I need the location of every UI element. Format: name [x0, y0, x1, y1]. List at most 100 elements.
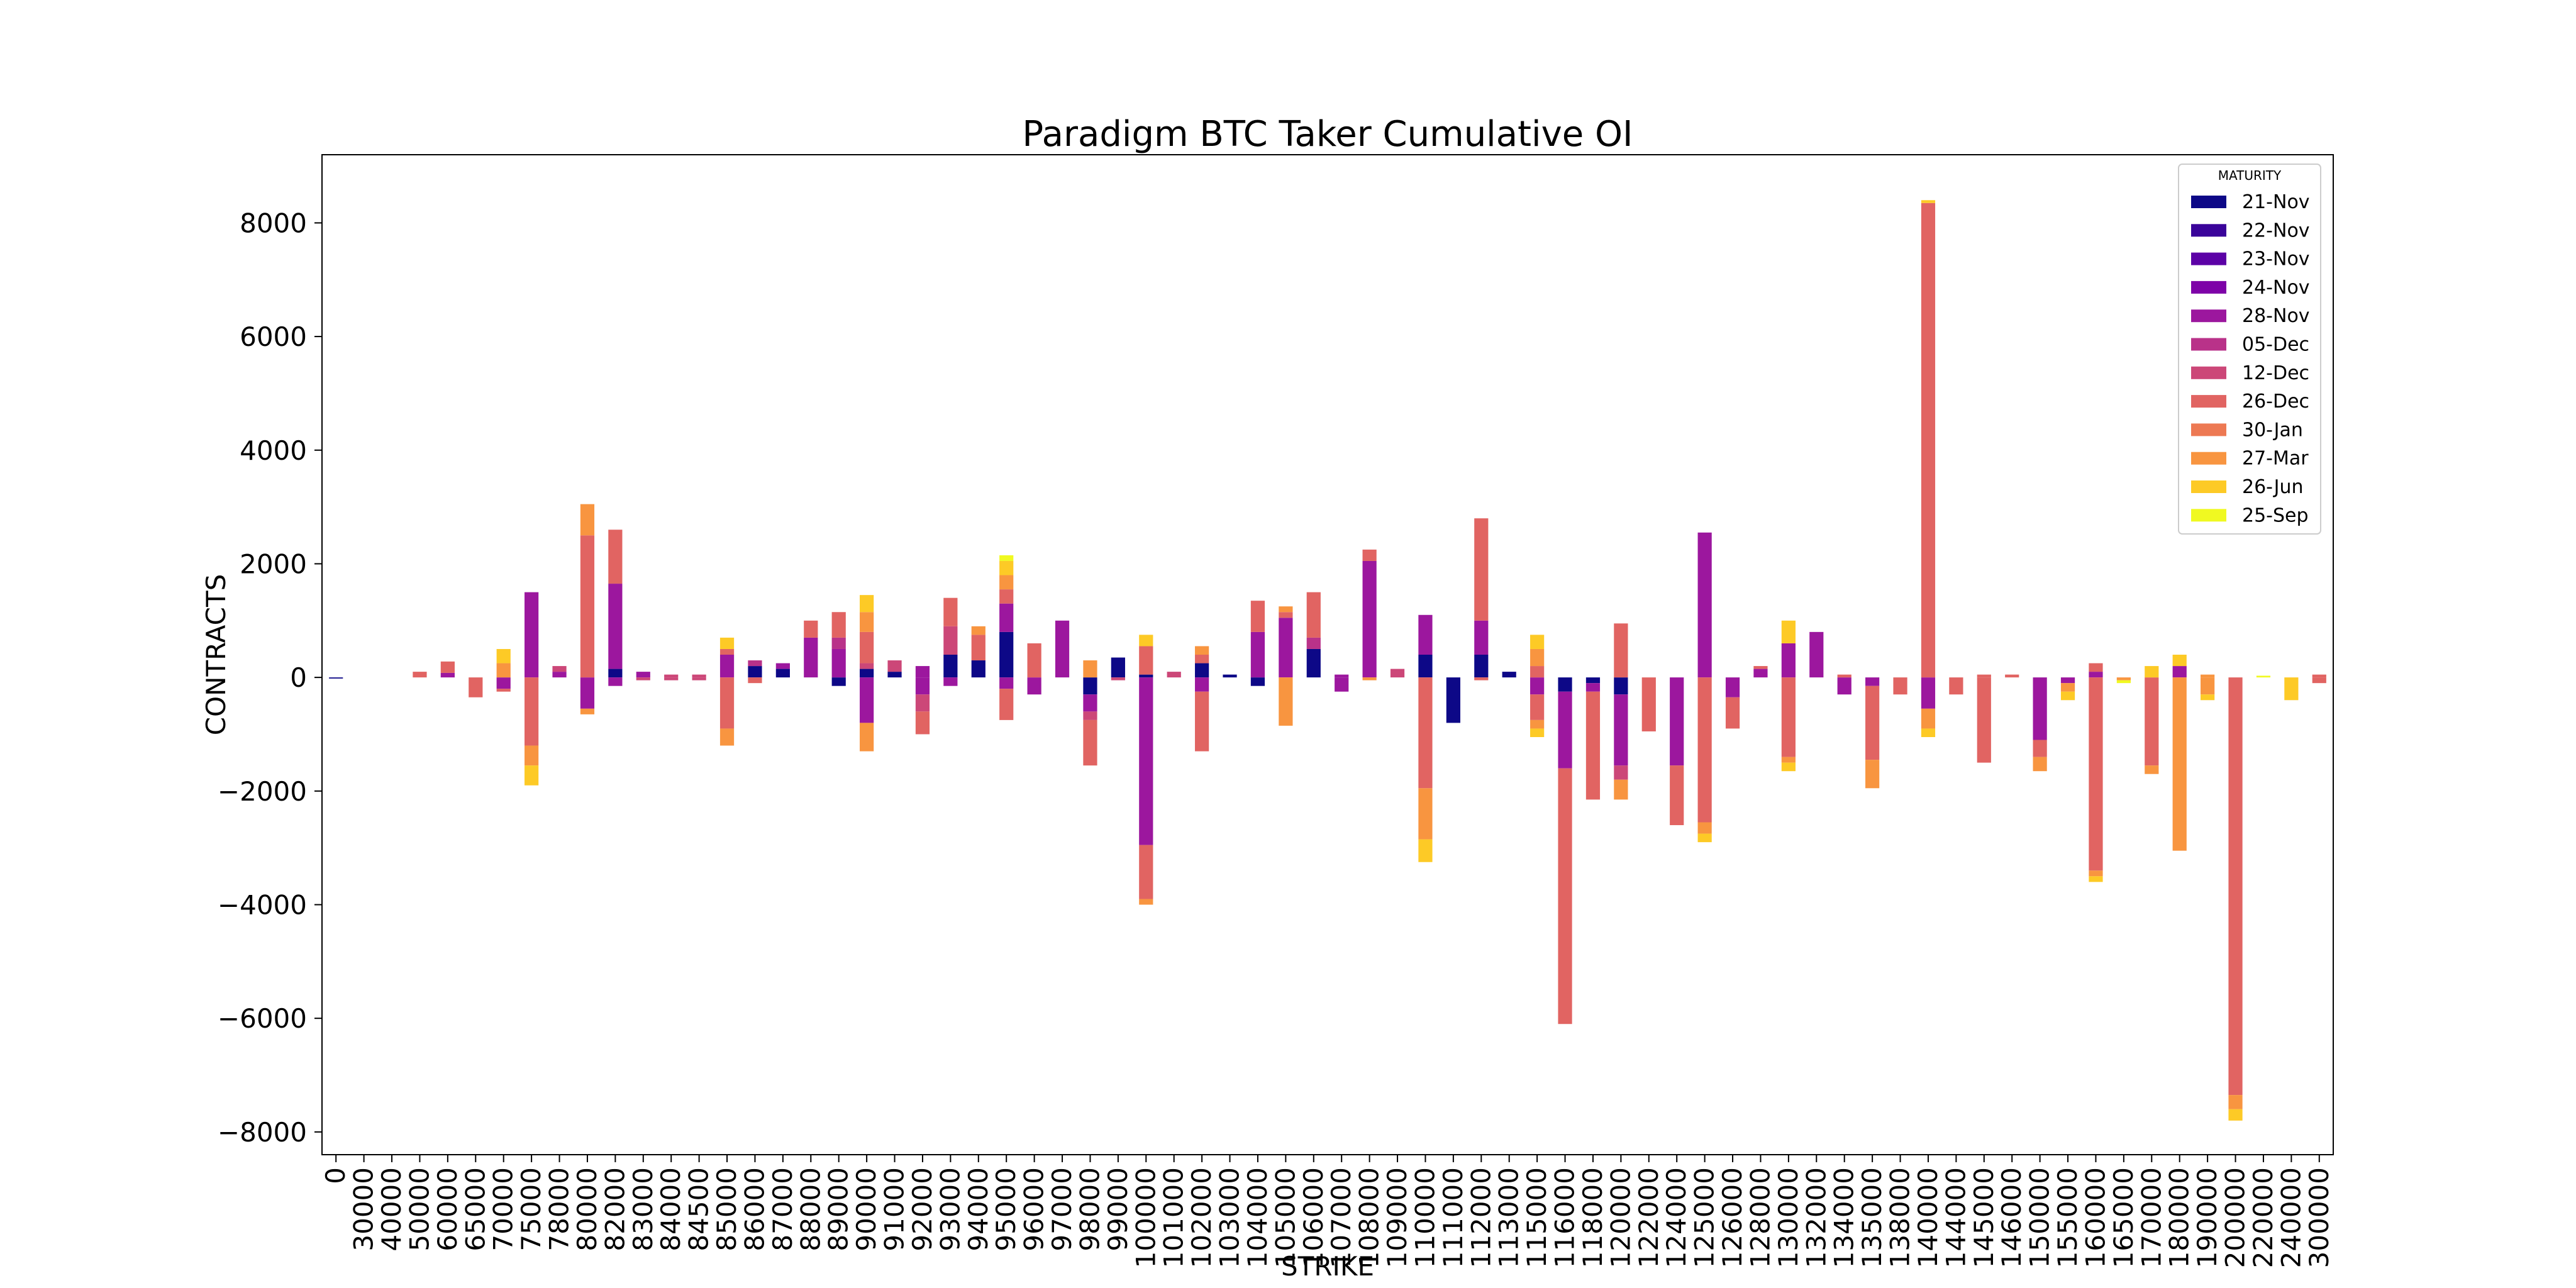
bar-segment-220000-25-Sep [2256, 675, 2271, 678]
bar-segment-101000-12-Dec [1167, 672, 1181, 678]
x-tick-label: 200000 [2220, 1167, 2251, 1268]
bar-segment-155000-28-Nov [2060, 677, 2075, 684]
bar-segment-107000-28-Nov [1335, 674, 1349, 678]
bar-segment-99000-12-Dec [1111, 677, 1125, 680]
bar-segment-115000-26-Dec [1530, 694, 1545, 720]
bar-segment-98000-28-Nov [1083, 694, 1097, 712]
x-tick-label: 0 [320, 1167, 351, 1184]
bar-segment-300000-26-Dec [2312, 677, 2326, 684]
x-tick-label: 132000 [1801, 1167, 1831, 1268]
x-tick-label: 125000 [1689, 1167, 1720, 1268]
bar-segment-95000-25-Sep [999, 555, 1014, 561]
bar-segment-84000-12-Dec [664, 674, 679, 678]
bar-segment-150000-26-Dec [2033, 740, 2047, 757]
bar-segment-118000-21-Nov [1585, 677, 1601, 684]
x-tick-label: 102000 [1186, 1167, 1217, 1268]
bar-segment-105000-27-Mar [1279, 606, 1293, 613]
bar-segment-160000-26-Jun [2089, 876, 2103, 882]
x-tick-label: 103000 [1214, 1167, 1245, 1268]
bar-segment-170000-26-Dec [2145, 677, 2159, 766]
bar-segment-80000-26-Dec [580, 535, 595, 678]
bar-segment-102000-28-Nov [1195, 677, 1209, 692]
bar-segment-86000-21-Nov [748, 666, 762, 678]
bar-segment-113000-21-Nov [1502, 672, 1516, 678]
x-tick-label: 50000 [404, 1167, 435, 1252]
bar-segment-112000-28-Nov [1474, 620, 1489, 655]
y-tick-label: −4000 [218, 890, 307, 921]
x-tick-label: 120000 [1605, 1167, 1636, 1268]
x-tick-label: 124000 [1661, 1167, 1692, 1268]
bar-segment-98000-27-Mar [1083, 660, 1097, 678]
bar-segment-95000-28-Nov [999, 677, 1014, 689]
bar-segment-144000-26-Dec [1949, 677, 1963, 695]
bar-segment-97000-28-Nov [1055, 620, 1070, 678]
bar-segment-134000-28-Nov [1837, 677, 1852, 695]
bar-segment-92000-28-Nov [915, 677, 930, 695]
bar-segment-112000-26-Dec [1474, 518, 1489, 621]
legend-title: MATURITY [2218, 168, 2282, 183]
bar-segment-170000-27-Mar [2145, 765, 2159, 774]
legend-swatch-05-Dec [2191, 338, 2226, 351]
bar-segment-190000-27-Mar [2201, 677, 2215, 695]
x-tick-label: 98000 [1074, 1167, 1105, 1252]
legend-swatch-22-Nov [2191, 224, 2226, 237]
x-tick-label: 60000 [432, 1167, 463, 1252]
bar-segment-92000-12-Dec [915, 694, 930, 712]
bar-segment-70000-26-Jun [496, 648, 511, 663]
bar-segment-300000-26-Dec [2312, 674, 2326, 678]
legend-items: 21-Nov 22-Nov 23-Nov 24-Nov 28-Nov 05-Dec 12-D… [2191, 191, 2310, 526]
bar-segment-100000-26-Dec [1139, 646, 1153, 675]
bar-segment-82000-21-Nov [608, 669, 623, 678]
x-tick-label: 104000 [1242, 1167, 1273, 1268]
bar-segment-108000-28-Nov [1362, 560, 1377, 678]
bar-segment-124000-28-Nov [1670, 677, 1684, 766]
x-tick-label: 82000 [599, 1167, 630, 1252]
x-tick-label: 220000 [2248, 1167, 2279, 1268]
bar-segment-86000-05-Dec [748, 660, 762, 667]
legend-label-28-Nov: 28-Nov [2242, 305, 2310, 327]
bar-segment-135000-27-Mar [1865, 760, 1880, 789]
x-tick-label: 108000 [1354, 1167, 1385, 1268]
bar-segment-120000-26-Dec [1614, 623, 1628, 678]
bar-segment-200000-26-Dec [2228, 677, 2243, 1096]
bar-segment-96000-28-Nov [1027, 677, 1041, 695]
bar-segment-70000-27-Mar [496, 663, 511, 678]
bar-segment-108000-27-Mar [1362, 677, 1377, 680]
bar-segment-95000-26-Dec [999, 589, 1014, 604]
legend-swatch-24-Nov [2191, 280, 2226, 294]
bar-segment-88000-28-Nov [804, 637, 818, 678]
legend-label-05-Dec: 05-Dec [2242, 334, 2309, 356]
bar-segment-105000-26-Dec [1279, 612, 1293, 618]
bar-segment-91000-21-Nov [887, 672, 902, 678]
x-tick-label: 91000 [879, 1167, 910, 1252]
bar-segment-138000-26-Dec [1893, 677, 1907, 695]
bar-segment-50000-26-Dec [413, 672, 427, 678]
bar-segment-89000-28-Nov [831, 648, 846, 678]
bar-segment-100000-21-Nov [1139, 674, 1153, 678]
bar-segment-108000-26-Dec [1362, 549, 1377, 561]
bar-segment-78000-28-Nov [552, 672, 567, 678]
bar-segment-110000-26-Dec [1418, 677, 1433, 789]
bar-segment-115000-26-Jun [1530, 635, 1545, 649]
legend-label-26-Jun: 26-Jun [2242, 476, 2304, 498]
bar-segment-150000-28-Nov [2033, 677, 2047, 740]
bar-segment-146000-26-Dec [2005, 674, 2019, 678]
bar-segment-160000-26-Dec [2089, 663, 2103, 672]
x-tick-label: 111000 [1438, 1167, 1468, 1268]
x-tick-label: 106000 [1298, 1167, 1329, 1268]
x-tick-label: 130000 [1773, 1167, 1804, 1268]
bar-segment-140000-26-Jun [1921, 728, 1936, 737]
bar-segment-102000-26-Dec [1195, 655, 1209, 663]
bar-segment-102000-27-Mar [1195, 646, 1209, 655]
legend-swatch-27-Mar [2191, 452, 2226, 465]
bar-segment-104000-21-Nov [1250, 677, 1265, 686]
bar-segment-140000-27-Mar [1921, 708, 1936, 729]
x-tick-label: 107000 [1326, 1167, 1357, 1268]
bar-segment-107000-28-Nov [1335, 677, 1349, 692]
bar-segment-100000-26-Jun [1139, 635, 1153, 647]
bar-segment-126000-28-Nov [1725, 677, 1740, 697]
x-axis-ticks: 0300004000050000600006500070000750007800… [320, 1155, 2334, 1268]
bar-segment-120000-28-Nov [1614, 694, 1628, 766]
bar-segment-83000-28-Nov [636, 672, 650, 678]
